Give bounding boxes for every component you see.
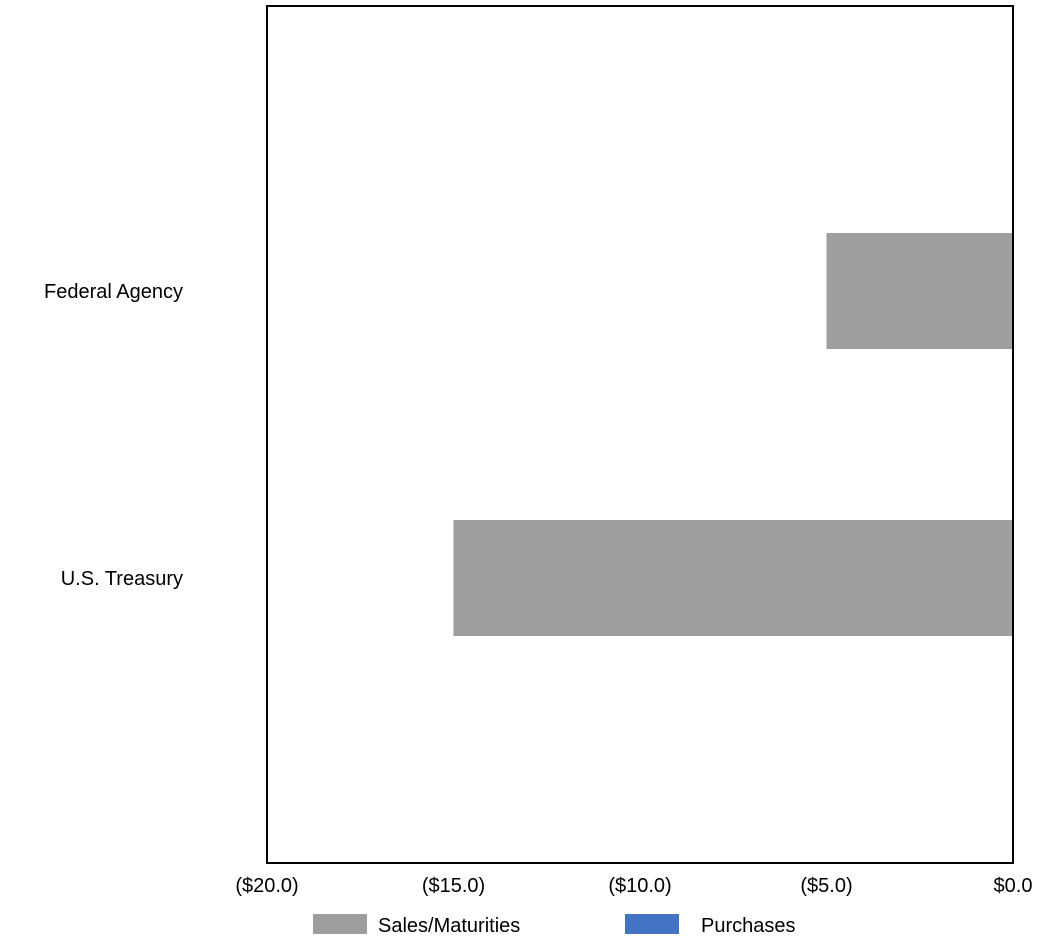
x-tick-label: ($5.0) [800,875,852,897]
x-tick-label: ($10.0) [608,875,671,897]
category-labels: Federal Agency U.S. Treasury [44,281,183,590]
bars-layer [453,233,1013,636]
x-tick-label: $0.0 [994,875,1033,897]
plot-area-frame [266,5,1014,864]
legend-swatch-sales-maturities [313,914,367,934]
x-tick-label: ($20.0) [235,875,298,897]
category-label-u-s-treasury: U.S. Treasury [61,568,183,590]
x-axis-tick-labels: ($20.0) ($15.0) ($10.0) ($5.0) $0.0 [235,875,1032,897]
x-tick-label: ($15.0) [422,875,485,897]
legend-swatch-purchases [625,914,679,934]
legend-label-purchases: Purchases [701,915,796,937]
bar-sales-maturities-federal-agency [826,233,1013,349]
category-label-federal-agency: Federal Agency [44,281,183,303]
legend-label-sales-maturities: Sales/Maturities [378,915,520,937]
legend: Sales/Maturities Purchases [313,914,796,937]
bar-sales-maturities-u-s-treasury [453,520,1013,636]
